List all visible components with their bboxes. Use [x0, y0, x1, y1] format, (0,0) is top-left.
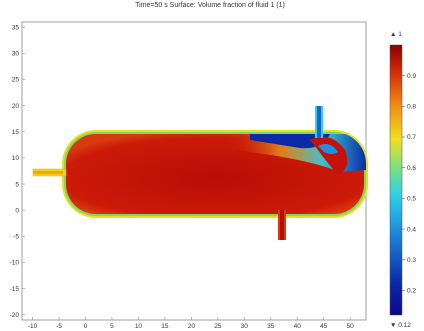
colorbar [390, 45, 402, 315]
colorbar-tick-label: 0.6 [407, 165, 416, 172]
x-tick-label: 15 [161, 323, 169, 330]
y-tick-label: -5 [13, 234, 19, 241]
inlet-pipe-core [33, 171, 63, 174]
x-tick-label: 45 [320, 323, 328, 330]
colorbar-frame [389, 44, 403, 316]
x-tick-label: 35 [267, 323, 275, 330]
y-tick-label: 5 [15, 181, 19, 188]
colorbar-max-label: ▲ 1 [390, 31, 402, 38]
colorbar-tick-label: 0.8 [407, 104, 416, 111]
x-axis-ticks: -10 -5 0 5 10 15 20 25 30 35 40 45 50 [28, 317, 354, 330]
plot-title: Time=50 s Surface: Volume fraction of fl… [135, 2, 285, 9]
x-tick-label: 50 [347, 323, 355, 330]
y-tick-label: 30 [12, 51, 20, 58]
x-tick-label: 40 [294, 323, 302, 330]
liquid-outlet-core [280, 210, 284, 240]
outlet-swirl-blue [318, 144, 338, 154]
y-tick-label: 25 [12, 77, 20, 84]
colorbar-min-label: ▼ 0.12 [390, 322, 411, 329]
y-tick-label: -10 [10, 260, 20, 267]
y-tick-label: 20 [12, 103, 20, 110]
x-tick-label: -5 [56, 323, 62, 330]
x-tick-label: 20 [188, 323, 196, 330]
y-tick-label: 0 [15, 207, 19, 214]
colorbar-ticks: 0.9 0.8 0.7 0.6 0.5 0.4 0.3 0.2 [402, 73, 416, 295]
y-axis-ticks: 35 30 25 20 15 10 5 0 -5 -10 -15 -20 [10, 24, 25, 319]
x-tick-label: 25 [214, 323, 222, 330]
y-tick-label: -15 [10, 286, 20, 293]
colorbar-tick-label: 0.5 [407, 196, 416, 203]
colorbar-tick-label: 0.4 [407, 226, 416, 233]
gas-outlet-core [317, 106, 321, 138]
x-tick-label: 5 [110, 323, 114, 330]
colorbar-tick-label: 0.7 [407, 134, 416, 141]
colorbar-tick-label: 0.9 [407, 73, 416, 80]
x-tick-label: 0 [84, 323, 88, 330]
y-tick-label: 10 [12, 155, 20, 162]
x-tick-label: 30 [241, 323, 249, 330]
x-tick-label: 10 [135, 323, 143, 330]
gas-pocket [250, 134, 330, 149]
y-tick-label: 15 [12, 129, 20, 136]
colorbar-tick-label: 0.2 [407, 288, 416, 295]
x-tick-label: -10 [28, 323, 38, 330]
y-tick-label: -20 [10, 312, 20, 319]
colorbar-tick-label: 0.3 [407, 257, 416, 264]
y-tick-label: 35 [12, 24, 20, 31]
